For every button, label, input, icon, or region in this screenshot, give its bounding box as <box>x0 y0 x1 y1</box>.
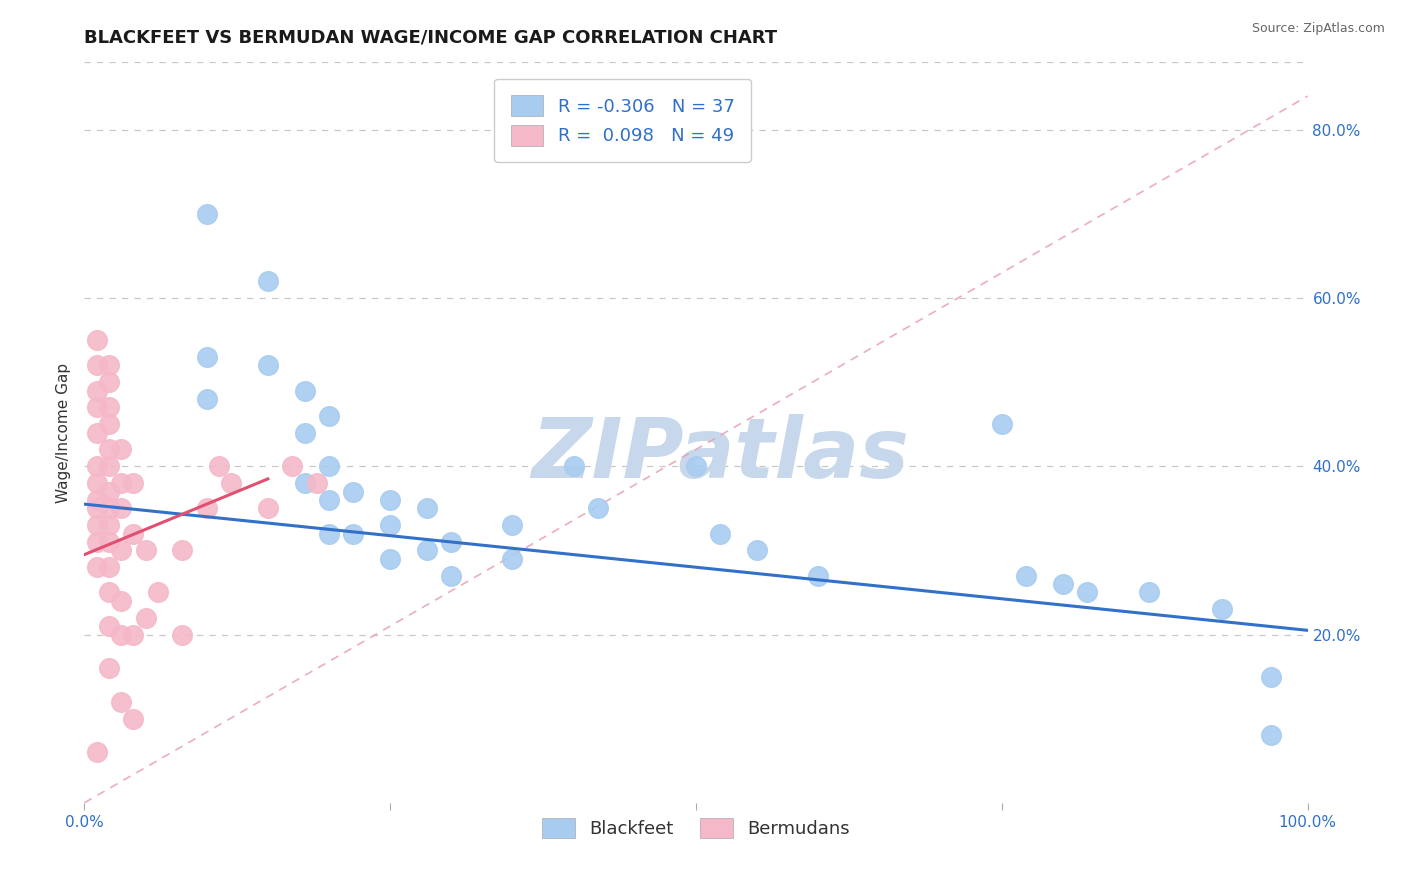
Point <box>146 585 169 599</box>
Point <box>195 392 218 406</box>
Point <box>416 543 439 558</box>
Point <box>991 417 1014 432</box>
Point <box>257 359 280 373</box>
Point <box>86 501 108 516</box>
Point <box>135 543 157 558</box>
Point <box>135 610 157 624</box>
Point <box>195 501 218 516</box>
Point <box>97 585 120 599</box>
Point <box>110 627 132 641</box>
Point <box>122 627 145 641</box>
Text: BLACKFEET VS BERMUDAN WAGE/INCOME GAP CORRELATION CHART: BLACKFEET VS BERMUDAN WAGE/INCOME GAP CO… <box>84 29 778 47</box>
Point <box>86 359 108 373</box>
Point <box>86 476 108 491</box>
Point <box>440 568 463 582</box>
Point <box>195 207 218 221</box>
Point <box>86 535 108 549</box>
Point <box>97 501 120 516</box>
Point <box>97 661 120 675</box>
Point <box>380 551 402 566</box>
Point <box>1015 568 1038 582</box>
Point <box>122 526 145 541</box>
Point <box>318 409 340 423</box>
Point <box>257 501 280 516</box>
Point <box>1137 585 1160 599</box>
Point <box>502 518 524 533</box>
Point <box>122 476 145 491</box>
Point <box>172 627 194 641</box>
Point <box>86 459 108 474</box>
Point <box>342 526 364 541</box>
Point <box>86 384 108 398</box>
Point <box>1076 585 1098 599</box>
Point <box>97 484 120 499</box>
Point <box>294 425 316 440</box>
Point <box>1211 602 1233 616</box>
Point <box>122 712 145 726</box>
Point <box>294 384 316 398</box>
Point <box>208 459 231 474</box>
Point <box>97 417 120 432</box>
Point <box>86 492 108 507</box>
Point <box>110 501 132 516</box>
Point <box>86 518 108 533</box>
Point <box>172 543 194 558</box>
Point <box>305 476 328 491</box>
Point <box>1260 670 1282 684</box>
Point <box>1052 577 1074 591</box>
Point <box>747 543 769 558</box>
Point <box>97 459 120 474</box>
Point <box>318 492 340 507</box>
Point <box>1260 729 1282 743</box>
Point <box>219 476 242 491</box>
Point <box>86 560 108 574</box>
Point <box>97 401 120 415</box>
Point <box>195 350 218 364</box>
Point <box>110 442 132 457</box>
Point <box>709 526 731 541</box>
Point <box>86 401 108 415</box>
Point <box>110 695 132 709</box>
Point <box>318 526 340 541</box>
Point <box>86 333 108 347</box>
Point <box>97 619 120 633</box>
Point <box>257 274 280 288</box>
Point <box>807 568 830 582</box>
Point <box>440 535 463 549</box>
Point <box>318 459 340 474</box>
Point <box>97 375 120 389</box>
Y-axis label: Wage/Income Gap: Wage/Income Gap <box>56 362 72 503</box>
Point <box>342 484 364 499</box>
Point <box>380 492 402 507</box>
Point <box>97 535 120 549</box>
Text: Source: ZipAtlas.com: Source: ZipAtlas.com <box>1251 22 1385 36</box>
Point <box>86 425 108 440</box>
Point <box>502 551 524 566</box>
Text: ZIPatlas: ZIPatlas <box>531 414 910 495</box>
Point <box>97 518 120 533</box>
Point <box>281 459 304 474</box>
Point <box>97 442 120 457</box>
Point <box>110 476 132 491</box>
Point <box>685 459 707 474</box>
Point <box>562 459 585 474</box>
Point <box>110 594 132 608</box>
Point <box>97 560 120 574</box>
Point <box>86 745 108 759</box>
Point <box>586 501 609 516</box>
Point <box>416 501 439 516</box>
Point <box>97 359 120 373</box>
Point <box>380 518 402 533</box>
Point <box>294 476 316 491</box>
Point <box>110 543 132 558</box>
Legend: Blackfeet, Bermudans: Blackfeet, Bermudans <box>534 810 858 846</box>
